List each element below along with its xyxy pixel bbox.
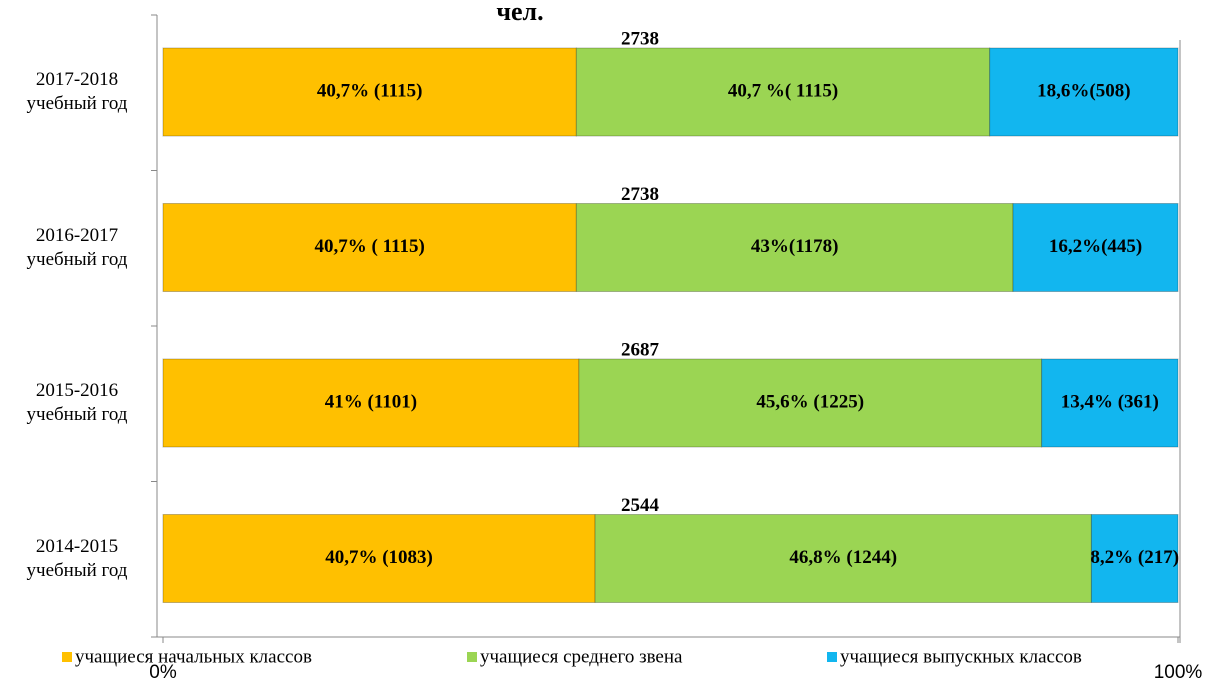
x-tick-label: 0% [149,662,177,680]
bar-segment [575,47,991,137]
legend-label: учащиеся выпускных классов [840,646,1082,667]
legend-label: учащиеся начальных классов [75,646,312,667]
bar-segment [162,358,580,448]
value-label: 41% (1101) [325,391,417,412]
bar-segment [162,514,596,603]
legend-label: учащиеся среднего звена [480,646,683,667]
bar-segment [578,358,1043,448]
value-label: 40,7 %( 1115) [728,80,838,101]
category-label: 2014-2015 учебный год [26,535,128,581]
value-label: 40,7% ( 1115) [315,236,425,257]
legend-swatch [827,652,837,662]
value-label: 40,7% (1115) [317,80,423,101]
legend-swatch [62,652,72,662]
value-label: 8,2% (217) [1090,547,1179,568]
legend-swatch [467,652,477,662]
value-label: 18,6%(508) [1037,80,1130,101]
x-tick-label: 100% [1154,662,1203,680]
value-label: 43%(1178) [751,236,839,257]
value-label: 13,4% (361) [1061,391,1159,412]
total-label: 2544 [621,495,660,516]
category-label: 2017-2018 учебный год [26,69,128,114]
value-label: 45,6% (1225) [756,391,864,412]
bar-segment [1012,203,1179,292]
value-label: 16,2%(445) [1049,236,1142,257]
bar-segment [594,514,1092,603]
bar-segment [1090,514,1179,603]
bar-segment [1041,358,1179,448]
value-label: 40,7% (1083) [325,547,433,568]
bar-segment [162,47,577,137]
bar-segment [989,47,1179,137]
total-label: 2738 [621,184,659,205]
bar-segment [162,203,577,292]
bar-segment [575,203,1014,292]
category-label: 2015-2016 учебный год [26,380,128,425]
total-label: 2738 [621,28,659,49]
total-label: 2687 [621,339,660,360]
category-label: 2016-2017 учебный год [26,224,128,270]
chart-title: чел. [496,0,543,26]
value-label: 46,8% (1244) [789,547,897,568]
